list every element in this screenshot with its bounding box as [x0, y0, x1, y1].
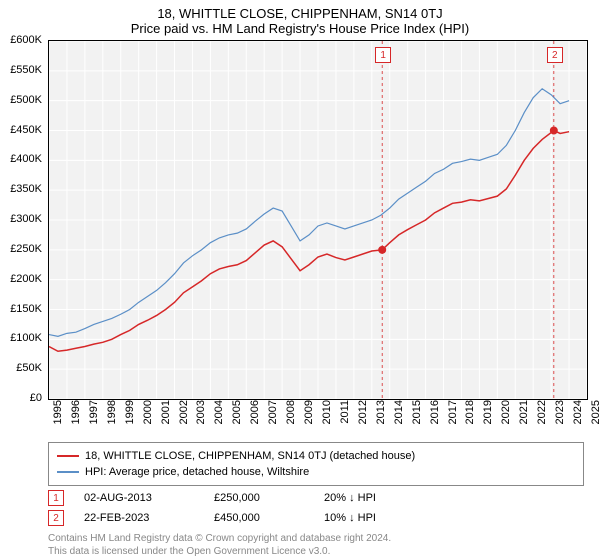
x-tick-label: 2000	[142, 400, 154, 424]
plot-svg	[49, 41, 587, 399]
y-tick-label: £400K	[10, 153, 42, 165]
x-tick-label: 2019	[482, 400, 494, 424]
x-tick-label: 2010	[321, 400, 333, 424]
x-tick-label: 2011	[339, 400, 351, 424]
x-tick-label: 2014	[393, 400, 405, 424]
y-tick-label: £300K	[10, 213, 42, 225]
sale-delta: 10% ↓ HPI	[324, 512, 376, 524]
x-tick-label: 1996	[70, 400, 82, 424]
x-tick-label: 2020	[500, 400, 512, 424]
plot-area: 12	[48, 40, 588, 400]
x-tick-label: 2005	[231, 400, 243, 424]
sale-badge: 2	[48, 510, 64, 526]
plot-wrapper: £0£50K£100K£150K£200K£250K£300K£350K£400…	[0, 40, 600, 400]
legend-label-hpi: HPI: Average price, detached house, Wilt…	[85, 464, 309, 480]
y-tick-label: £200K	[10, 273, 42, 285]
x-tick-label: 2017	[447, 400, 459, 424]
sale-date: 02-AUG-2013	[84, 492, 194, 504]
y-axis-labels: £0£50K£100K£150K£200K£250K£300K£350K£400…	[0, 40, 46, 398]
x-tick-label: 2021	[518, 400, 530, 424]
sales-list: 1 02-AUG-2013 £250,000 20% ↓ HPI 2 22-FEB-202…	[0, 490, 600, 526]
x-tick-label: 2013	[375, 400, 387, 424]
sale-price: £450,000	[214, 512, 304, 524]
x-tick-label: 2004	[213, 400, 225, 424]
x-tick-label: 2007	[267, 400, 279, 424]
y-tick-label: £50K	[16, 362, 42, 374]
sale-badge: 1	[48, 490, 64, 506]
x-tick-label: 2002	[178, 400, 190, 424]
x-tick-label: 2003	[195, 400, 207, 424]
legend-swatch-hpi	[57, 471, 79, 473]
marker-label: 1	[375, 47, 391, 63]
x-tick-label: 2006	[249, 400, 261, 424]
y-tick-label: £500K	[10, 94, 42, 106]
legend-row-price-paid: 18, WHITTLE CLOSE, CHIPPENHAM, SN14 0TJ …	[57, 448, 575, 464]
sale-price: £250,000	[214, 492, 304, 504]
y-tick-label: £350K	[10, 183, 42, 195]
x-tick-label: 2018	[464, 400, 476, 424]
chart-title: 18, WHITTLE CLOSE, CHIPPENHAM, SN14 0TJ	[0, 0, 600, 21]
y-tick-label: £100K	[10, 332, 42, 344]
y-tick-label: £450K	[10, 124, 42, 136]
x-tick-label: 2008	[285, 400, 297, 424]
x-tick-label: 2012	[357, 400, 369, 424]
sale-row: 2 22-FEB-2023 £450,000 10% ↓ HPI	[48, 510, 584, 526]
x-tick-label: 2025	[590, 400, 600, 424]
y-tick-label: £550K	[10, 64, 42, 76]
sale-delta: 20% ↓ HPI	[324, 492, 376, 504]
y-tick-label: £600K	[10, 34, 42, 46]
x-axis-labels: 1995 1996 1997 1998 1999 2000 2001 2002 2003 2004…	[48, 398, 588, 436]
x-tick-label: 2023	[554, 400, 566, 424]
x-tick-label: 2015	[411, 400, 423, 424]
x-tick-label: 2016	[429, 400, 441, 424]
sale-row: 1 02-AUG-2013 £250,000 20% ↓ HPI	[48, 490, 584, 506]
footer-line-2: This data is licensed under the Open Gov…	[48, 545, 584, 558]
x-tick-label: 1998	[106, 400, 118, 424]
legend-label-price-paid: 18, WHITTLE CLOSE, CHIPPENHAM, SN14 0TJ …	[85, 448, 415, 464]
legend-row-hpi: HPI: Average price, detached house, Wilt…	[57, 464, 575, 480]
x-tick-label: 2022	[536, 400, 548, 424]
x-tick-label: 2001	[160, 400, 172, 424]
legend: 18, WHITTLE CLOSE, CHIPPENHAM, SN14 0TJ …	[48, 442, 584, 486]
x-tick-label: 1997	[88, 400, 100, 424]
x-tick-label: 1999	[124, 400, 136, 424]
marker-label: 2	[547, 47, 563, 63]
y-tick-label: £0	[30, 392, 42, 404]
chart-subtitle: Price paid vs. HM Land Registry's House …	[0, 21, 600, 40]
x-tick-label: 2024	[572, 400, 584, 424]
footer-line-1: Contains HM Land Registry data © Crown c…	[48, 532, 584, 545]
footer: Contains HM Land Registry data © Crown c…	[48, 532, 584, 558]
chart-container: 18, WHITTLE CLOSE, CHIPPENHAM, SN14 0TJ …	[0, 0, 600, 560]
x-tick-label: 2009	[303, 400, 315, 424]
sale-date: 22-FEB-2023	[84, 512, 194, 524]
x-tick-label: 1995	[52, 400, 64, 424]
y-tick-label: £150K	[10, 303, 42, 315]
y-tick-label: £250K	[10, 243, 42, 255]
legend-swatch-price-paid	[57, 455, 79, 457]
